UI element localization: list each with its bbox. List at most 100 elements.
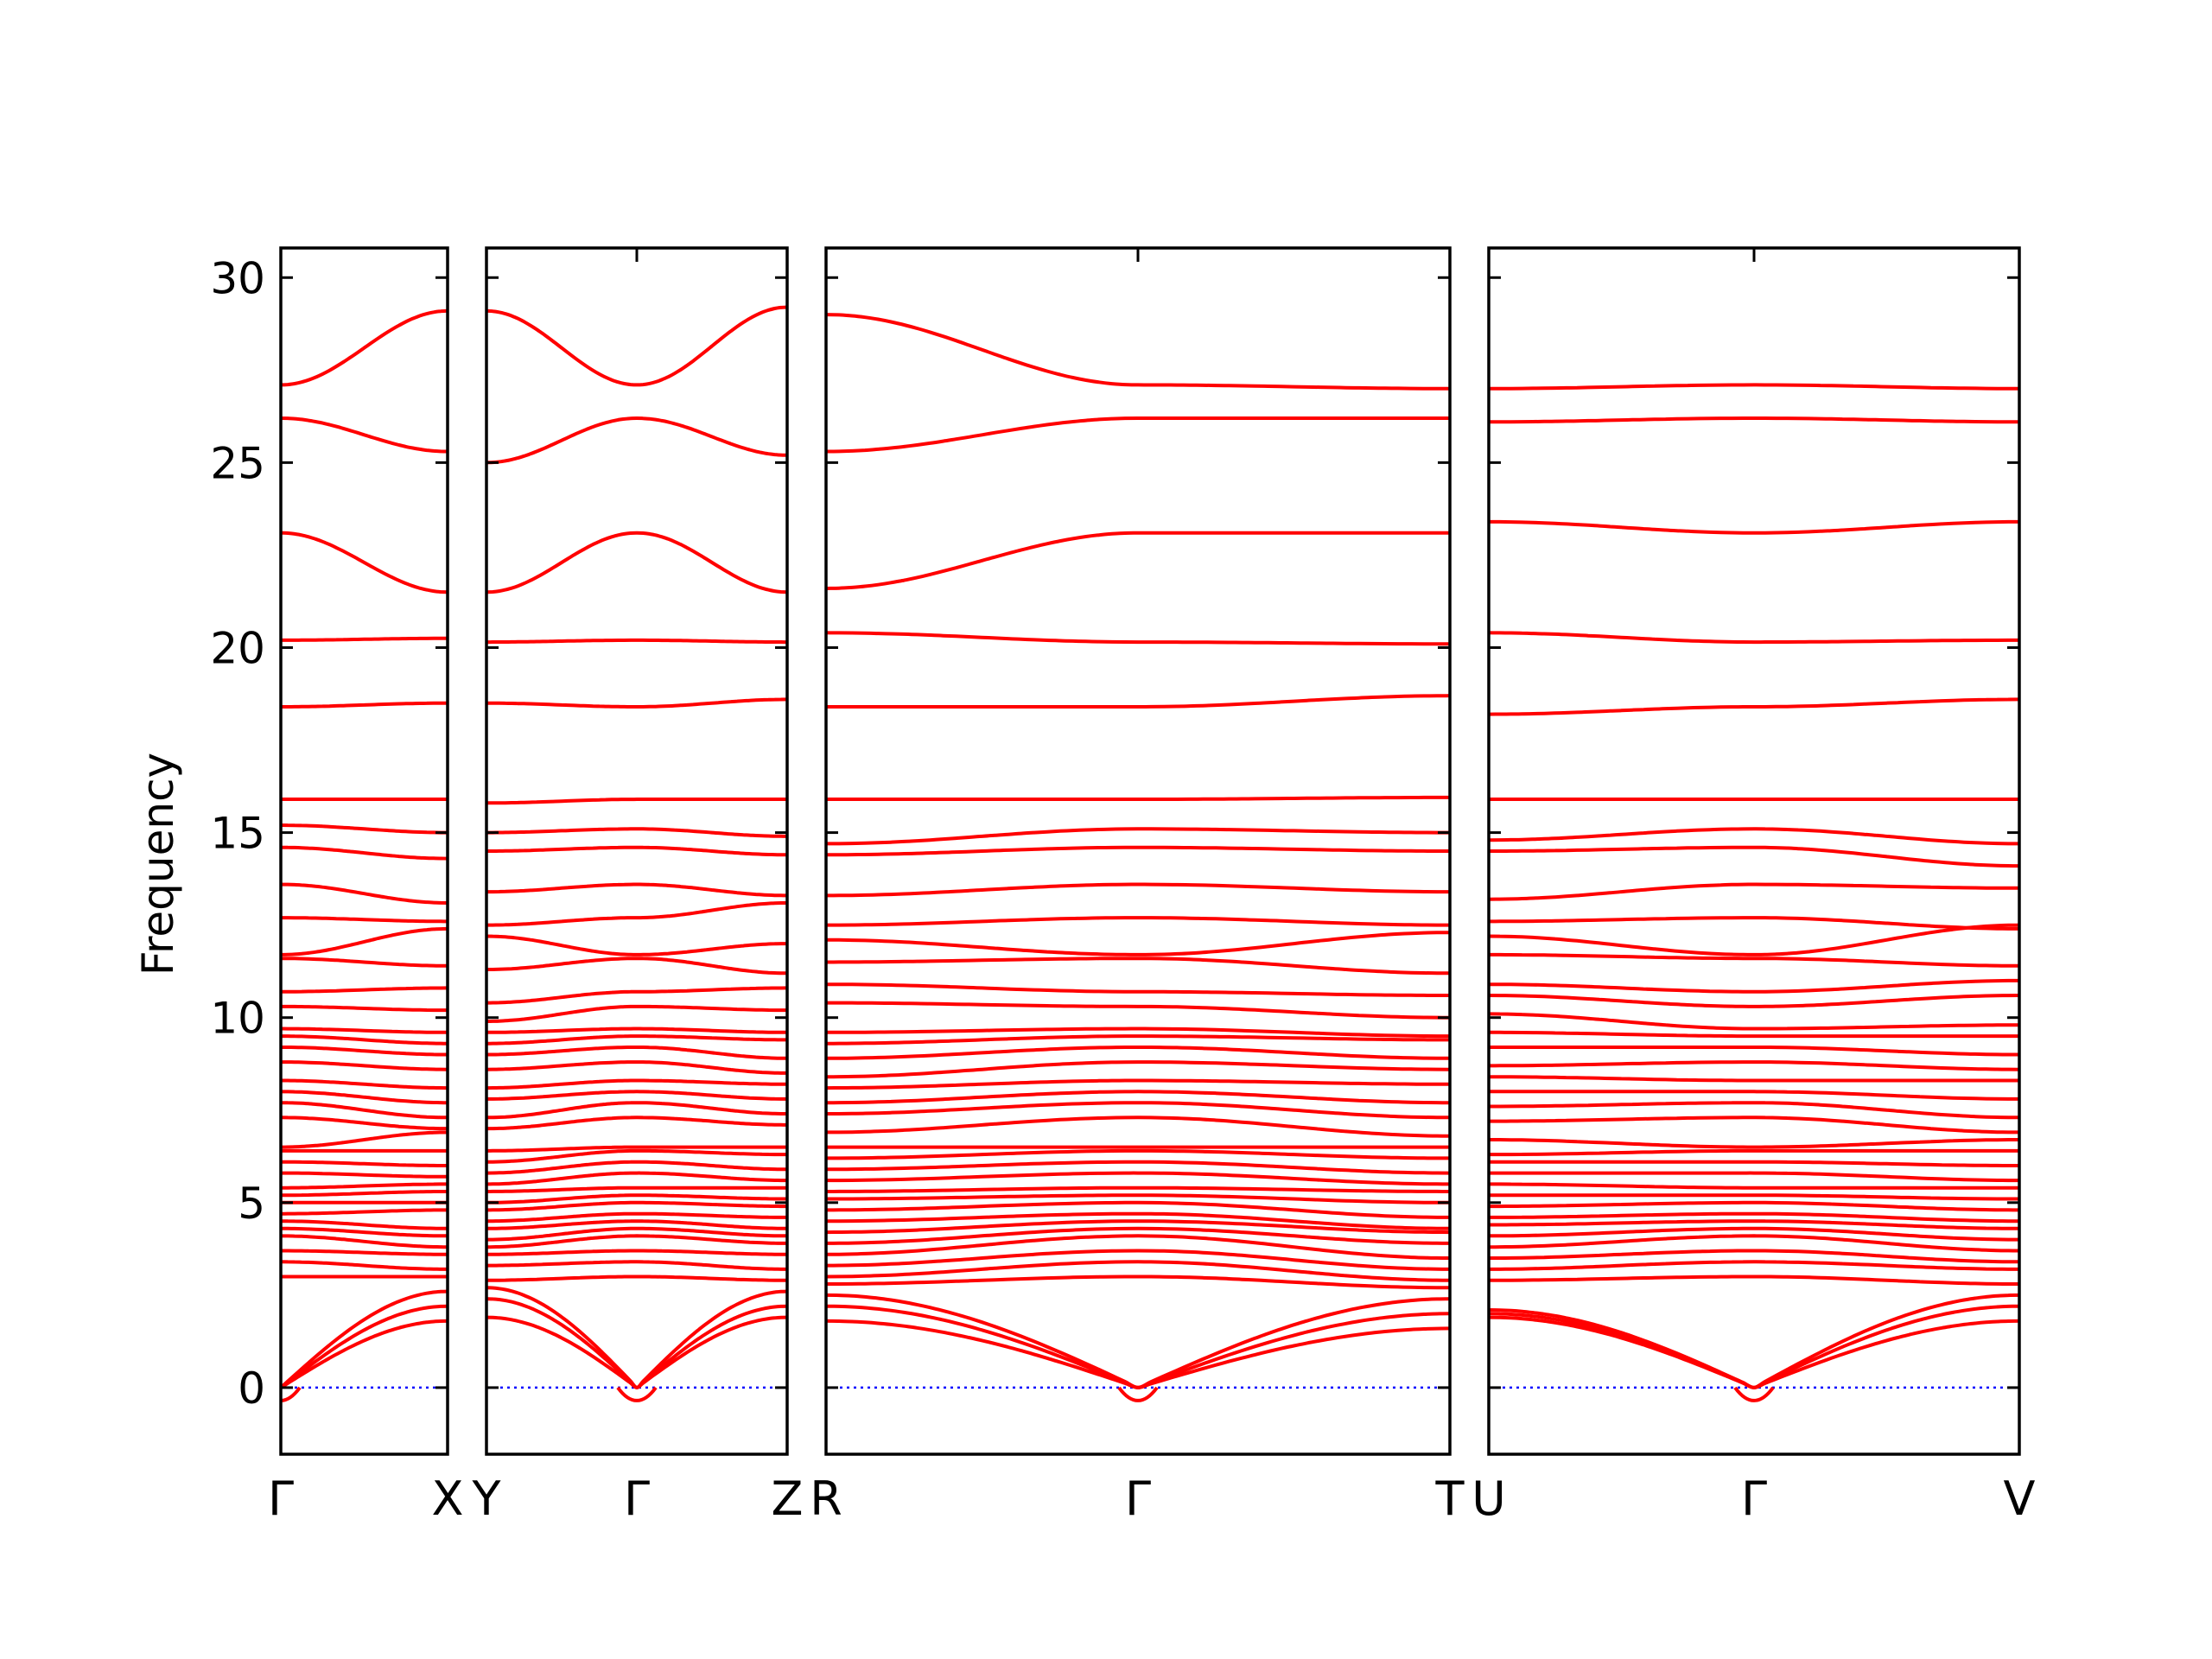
band-line xyxy=(1489,952,2019,968)
band-line xyxy=(1489,1148,2019,1157)
band-line xyxy=(826,1226,1450,1245)
band-line xyxy=(1489,994,2019,1008)
band-line xyxy=(826,1046,1450,1060)
band-line xyxy=(826,1027,1450,1039)
acoustic-dip xyxy=(281,1386,302,1402)
band-line xyxy=(826,982,1450,997)
band-line xyxy=(1489,882,2019,901)
band-line xyxy=(826,1260,1450,1282)
band-line xyxy=(826,1078,1450,1090)
band-line xyxy=(281,1226,448,1238)
band-line xyxy=(1489,1012,2019,1031)
band-line xyxy=(486,957,787,976)
acoustic-dip xyxy=(1117,1386,1159,1402)
bands xyxy=(486,305,787,1402)
band-line xyxy=(281,1046,448,1057)
band-line xyxy=(281,845,448,861)
band-line xyxy=(826,882,1450,898)
band-line xyxy=(281,823,448,835)
y-axis: 0 5 10 15 20 25 30 xyxy=(210,253,265,1414)
band-line xyxy=(826,1185,1450,1193)
band-line xyxy=(281,1219,448,1230)
band-line xyxy=(281,986,448,994)
band-line xyxy=(826,931,1450,957)
band-line xyxy=(1489,1030,2019,1039)
band-line xyxy=(486,1219,787,1230)
band-line xyxy=(1489,1171,2019,1183)
band-line xyxy=(486,797,787,805)
band-line xyxy=(1489,1060,2019,1071)
band-line xyxy=(1489,1260,2019,1271)
y-tick-label: 25 xyxy=(210,438,265,488)
band-line xyxy=(486,1004,787,1023)
acoustic-dip xyxy=(616,1386,658,1402)
band-line xyxy=(281,1060,448,1071)
band-line xyxy=(1489,1075,2019,1083)
band-line xyxy=(486,1060,787,1075)
band-line xyxy=(1489,1193,2019,1201)
band-line xyxy=(1489,1226,2019,1242)
band-line xyxy=(486,1101,787,1120)
k-point-label: X xyxy=(432,1471,464,1526)
band-line xyxy=(826,795,1450,802)
band-line xyxy=(486,1078,787,1090)
band-line xyxy=(1489,1101,2019,1120)
band-line xyxy=(281,531,448,594)
band-line xyxy=(486,1034,787,1046)
band-line xyxy=(486,845,787,857)
band-line xyxy=(826,1116,1450,1138)
band-line xyxy=(486,416,787,465)
band-line xyxy=(826,531,1450,590)
band-line xyxy=(281,916,448,924)
band-line xyxy=(486,1193,787,1205)
band-line xyxy=(826,1200,1450,1219)
band-line xyxy=(281,1116,448,1131)
k-point-label: R xyxy=(810,1471,842,1526)
band-line xyxy=(1489,827,2019,846)
band-line xyxy=(281,1208,448,1216)
band-line xyxy=(1489,519,2019,535)
band-line xyxy=(826,827,1450,846)
band-line xyxy=(486,1211,787,1224)
band-line xyxy=(486,901,787,927)
band-line xyxy=(826,1060,1450,1079)
band-line xyxy=(486,1274,787,1282)
y-tick-label: 5 xyxy=(238,1179,265,1229)
band-line xyxy=(1489,923,2019,957)
band-line xyxy=(826,1234,1450,1260)
band-line xyxy=(826,416,1450,454)
band-line xyxy=(486,882,787,898)
k-point-label: Z xyxy=(772,1471,804,1526)
band-line xyxy=(826,1249,1450,1271)
band-line xyxy=(1489,1200,2019,1212)
bands xyxy=(1489,383,2019,1402)
band-line xyxy=(281,308,448,387)
y-axis-label: Frequency xyxy=(133,753,183,976)
band-line xyxy=(486,1234,787,1249)
band-line xyxy=(281,1190,448,1198)
band-line xyxy=(1489,845,2019,868)
band-line xyxy=(826,845,1450,857)
k-point-label: V xyxy=(2004,1471,2036,1526)
band-line xyxy=(826,1034,1450,1046)
band-line xyxy=(1489,1138,2019,1149)
band-line xyxy=(826,631,1450,646)
band-line xyxy=(1489,916,2019,931)
band-line xyxy=(826,1211,1450,1230)
band-line xyxy=(281,701,448,709)
band-line xyxy=(1489,1249,2019,1264)
k-point-label: Γ xyxy=(1741,1471,1767,1526)
band-line xyxy=(486,1171,787,1186)
band-line xyxy=(486,986,787,1005)
band-line xyxy=(281,1171,448,1179)
band-line xyxy=(1489,1219,2019,1230)
bands xyxy=(826,313,1450,1402)
band-line xyxy=(281,1090,448,1105)
k-point-label: Y xyxy=(472,1471,502,1526)
k-point-label: T xyxy=(1435,1471,1465,1526)
band-line xyxy=(281,1182,448,1190)
